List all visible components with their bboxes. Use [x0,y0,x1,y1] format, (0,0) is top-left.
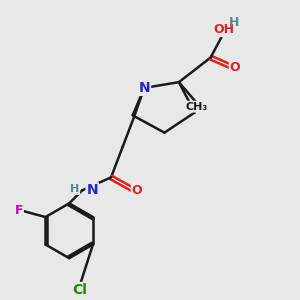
Text: Cl: Cl [72,283,87,297]
Text: N: N [86,183,98,197]
Text: F: F [14,204,23,217]
Text: N: N [138,81,150,95]
Text: OH: OH [213,23,234,36]
Text: CH₃: CH₃ [185,102,207,112]
Text: O: O [132,184,142,197]
Text: H: H [230,16,240,28]
Text: O: O [230,61,240,74]
Text: H: H [70,184,79,194]
